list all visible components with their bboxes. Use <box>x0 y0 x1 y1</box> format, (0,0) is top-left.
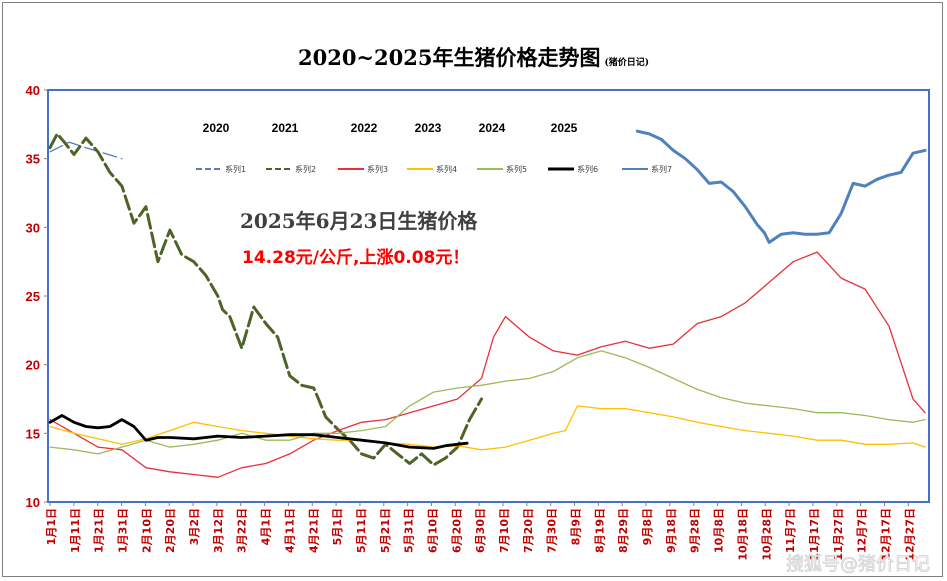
x-tick-label: 7月10日 <box>498 508 511 553</box>
x-tick-label: 5月31日 <box>403 508 416 553</box>
legend-label: 系列5 <box>506 164 527 174</box>
x-tick-label: 6月10日 <box>426 508 439 553</box>
y-tick-label: 20 <box>26 358 40 373</box>
x-tick-label: 1月31日 <box>117 508 130 553</box>
x-tick-label: 8月9日 <box>570 508 583 545</box>
x-tick-label: 9月28日 <box>689 508 702 553</box>
x-tick-label: 8月29日 <box>617 508 630 553</box>
x-tick-label: 4月21日 <box>307 508 320 553</box>
legend: 系列1 系列2 系列3 系列4 系列5 系列6 系列7 <box>196 164 672 174</box>
y-tick-label: 40 <box>26 83 40 98</box>
x-tick-label: 12月27日 <box>903 508 916 561</box>
y-tick-label: 30 <box>26 220 40 235</box>
x-tick-label: 5月21日 <box>379 508 392 553</box>
annotation-headline: 2025年6月23日生猪价格 <box>240 209 478 233</box>
x-tick-label: 1月1日 <box>45 508 58 545</box>
series-line-系列5 <box>49 350 926 455</box>
year-label: 2023 <box>415 121 442 135</box>
year-label: 2025 <box>551 121 578 135</box>
plot-area <box>47 89 930 503</box>
annotation-detail: 14.28元/公斤,上涨0.08元！ <box>242 248 469 268</box>
x-tick-label: 1月11日 <box>69 508 82 553</box>
x-tick-label: 12月17日 <box>879 508 892 561</box>
legend-label: 系列1 <box>225 164 246 174</box>
x-tick-label: 2月10日 <box>140 508 153 553</box>
y-tick-label: 15 <box>26 426 40 441</box>
x-tick-label: 3月22日 <box>236 508 249 553</box>
series-line-系列4 <box>49 405 926 451</box>
x-tick-label: 10月18日 <box>736 508 749 561</box>
x-tick-label: 3月12日 <box>212 508 225 553</box>
x-tick-label: 5月1日 <box>331 508 344 545</box>
x-tick-label: 10月8日 <box>713 508 726 553</box>
year-labels: 2020 2021 2022 2023 2024 2025 <box>203 121 578 135</box>
x-tick-label: 6月30日 <box>474 508 487 553</box>
x-tick-label: 5月11日 <box>355 508 368 553</box>
year-label: 2021 <box>272 121 299 135</box>
series-line-系列1 <box>49 141 123 160</box>
x-tick-label: 3月2日 <box>188 508 201 545</box>
year-label: 2022 <box>351 121 378 135</box>
x-tick-label: 4月11日 <box>283 508 296 553</box>
x-tick-label: 2月20日 <box>164 508 177 553</box>
legend-label: 系列3 <box>367 164 388 174</box>
x-tick-label: 7月30日 <box>546 508 559 553</box>
legend-label: 系列7 <box>651 164 672 174</box>
year-label: 2024 <box>479 121 506 135</box>
series-line-系列7 <box>635 129 927 244</box>
y-axis: 10 15 20 25 30 35 40 <box>26 83 48 510</box>
x-tick-label: 11月27日 <box>832 508 845 561</box>
series-line-系列2 <box>48 132 483 467</box>
x-tick-label: 9月18日 <box>665 508 678 553</box>
year-label: 2020 <box>203 121 230 135</box>
legend-label: 系列6 <box>577 164 598 174</box>
chart-subtitle: (猪价日记) <box>604 58 650 68</box>
y-tick-label: 25 <box>26 289 40 304</box>
x-tick-label: 11月17日 <box>808 508 821 561</box>
series-line-系列6 <box>48 414 469 450</box>
watermark: 搜狐号@猪价日记 <box>786 554 930 575</box>
x-tick-label: 4月1日 <box>260 508 273 545</box>
x-axis: 1月1日 1月11日 1月21日 1月31日 2月10日 2月20日 3月2日 3月12日 3月… <box>45 502 916 561</box>
x-tick-label: 11月7日 <box>784 508 797 553</box>
x-tick-label: 9月8日 <box>641 508 654 545</box>
y-tick-label: 35 <box>26 152 40 167</box>
chart-title-text: 2020~2025年生猪价格走势图 <box>297 45 601 70</box>
y-tick-label: 10 <box>26 495 40 510</box>
chart-title: 2020~2025年生猪价格走势图 (猪价日记) <box>0 42 947 72</box>
x-tick-label: 1月21日 <box>93 508 106 553</box>
series-line-系列3 <box>49 251 926 478</box>
x-tick-label: 6月20日 <box>450 508 463 553</box>
legend-label: 系列2 <box>295 164 316 174</box>
x-tick-label: 10月28日 <box>760 508 773 561</box>
legend-label: 系列4 <box>436 164 457 174</box>
series-layer <box>48 129 927 478</box>
x-tick-label: 12月7日 <box>856 508 869 553</box>
x-tick-label: 7月20日 <box>522 508 535 553</box>
x-tick-label: 8月19日 <box>593 508 606 553</box>
